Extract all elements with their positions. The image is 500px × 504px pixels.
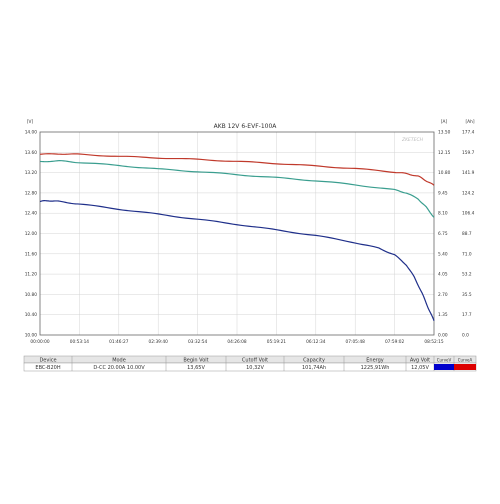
right-axis-unit-capacity: [Ah] (465, 119, 474, 125)
left-axis-tick-label: 13.60 (25, 150, 38, 156)
right-axis-current-tick-label: 9.45 (438, 190, 448, 196)
right-axis-current-tick-label: 10.80 (438, 170, 451, 176)
series-lines (39, 153, 435, 321)
left-axis-tick-label: 12.00 (25, 231, 38, 237)
right-axis-capacity-ticks: 177.4 159.7 141.9 124.2 106.4 88.7 71.0 53.2 35.… (462, 130, 475, 339)
left-axis-unit: [V] (27, 119, 34, 125)
chart-title: AKB 12V 6-EVF-100A (214, 123, 278, 130)
table-column-dividers (71, 356, 455, 371)
table-header-cell: CurveV (437, 358, 452, 363)
x-axis-tick-label: 08:52:15 (424, 339, 444, 345)
x-axis-tick-label: 00:00:00 (30, 339, 50, 345)
table-header-cell: Capacity (303, 358, 325, 364)
x-axis-tick-label: 04:26:08 (227, 339, 247, 345)
curve-v-swatch-blue (434, 364, 454, 370)
right-axis-current-tick-label: 13.50 (438, 130, 451, 136)
left-axis-ticks: 14.00 13.60 13.20 12.80 12.40 12.00 11.60 11.20… (25, 130, 38, 339)
right-axis-current-tick-label: 2.70 (438, 292, 448, 298)
right-axis-capacity-tick-label: 159.7 (462, 150, 475, 156)
left-axis-tick-label: 14.00 (25, 130, 38, 136)
table-header-cell: CurveA (458, 358, 473, 363)
right-axis-current-tick-label: 6.75 (438, 231, 448, 237)
table-header-cell: Avg Volt (410, 358, 430, 364)
plot-frame (39, 131, 435, 336)
series-line-2 (39, 159, 435, 218)
left-axis-tick-label: 12.80 (25, 190, 38, 196)
table-data-cell: 13,65V (187, 365, 205, 371)
right-axis-current-tick-label: 0.00 (438, 333, 448, 339)
table-header-cell: Energy (366, 358, 384, 364)
right-axis-unit-current: [A] (441, 119, 448, 125)
x-axis-tick-label: 01:46:27 (109, 339, 129, 345)
left-axis-tick-label: 11.60 (25, 251, 38, 257)
table-data-cell: 1225,91Wh (361, 365, 390, 371)
right-axis-capacity-tick-label: 124.2 (462, 190, 475, 196)
x-axis-tick-label: 05:19:21 (267, 339, 287, 345)
watermark-logo: ZKETECH (401, 137, 424, 143)
right-axis-current-ticks: 13.50 12.15 10.80 9.45 8.10 6.75 5.40 4.05 2.70 1… (438, 130, 451, 339)
x-axis-tick-label: 00:53:14 (70, 339, 90, 345)
x-axis-tick-label: 07:05:48 (346, 339, 366, 345)
right-axis-current-tick-label: 12.15 (438, 150, 451, 156)
left-axis-tick-label: 11.20 (25, 272, 38, 278)
right-axis-capacity-tick-label: 106.4 (462, 211, 475, 217)
right-axis-capacity-tick-label: 71.0 (462, 251, 472, 257)
right-axis-capacity-tick-label: 0.0 (462, 333, 469, 339)
right-axis-capacity-tick-label: 17.7 (462, 312, 472, 318)
x-axis-tick-label: 07:59:02 (385, 339, 405, 345)
right-axis-capacity-tick-label: 88.7 (462, 231, 472, 237)
table-data-cell: 10,32V (246, 365, 264, 371)
table-header-cell: Mode (112, 358, 126, 364)
results-table: Device Mode Begin Volt Cutoff Volt Capacity E… (23, 355, 477, 372)
left-axis-tick-label: 10.40 (25, 312, 38, 318)
series-line-1 (39, 153, 435, 186)
left-axis-tick-label: 13.20 (25, 170, 38, 176)
table-header-cell: Cutoff Volt (242, 358, 268, 364)
right-axis-current-tick-label: 4.05 (438, 272, 448, 278)
x-axis-tick-label: 06:12:34 (306, 339, 326, 345)
right-axis-capacity-tick-label: 141.9 (462, 170, 475, 176)
right-axis-capacity-tick-label: 35.5 (462, 292, 472, 298)
table-cells: Device Mode Begin Volt Cutoff Volt Capacity E… (35, 358, 472, 372)
right-axis-capacity-tick-label: 53.2 (462, 272, 472, 278)
table-data-cell: D-CC 20.00A 10.00V (93, 365, 145, 371)
right-axis-current-tick-label: 1.35 (438, 312, 448, 318)
x-axis-tick-label: 02:39:40 (149, 339, 169, 345)
left-axis-tick-label: 10.80 (25, 292, 38, 298)
right-axis-capacity-tick-label: 177.4 (462, 130, 475, 136)
right-axis-current-tick-label: 8.10 (438, 211, 448, 217)
left-axis-tick-label: 12.40 (25, 211, 38, 217)
table-header-cell: Device (39, 358, 56, 364)
table-data-cell: EBC-B20H (35, 365, 60, 371)
left-axis-tick-label: 10.00 (25, 333, 38, 339)
x-axis-ticks: 00:00:00 00:53:14 01:46:27 02:39:40 03:32:54… (30, 339, 444, 345)
curve-a-swatch-red (454, 364, 476, 370)
x-axis-tick-label: 03:32:54 (188, 339, 208, 345)
table-data-cell: 12,05V (411, 365, 429, 371)
right-axis-current-tick-label: 5.40 (438, 251, 448, 257)
table-header-cell: Begin Volt (183, 358, 208, 364)
table-data-cell: 101,74Ah (302, 365, 326, 371)
series-line-3 (39, 200, 435, 321)
